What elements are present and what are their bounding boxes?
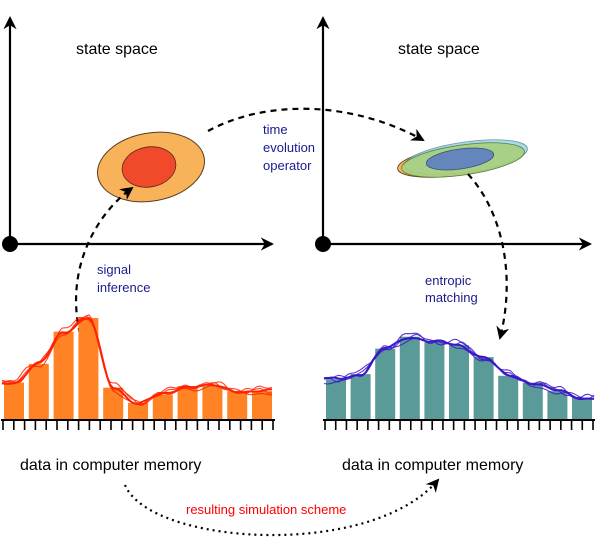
- right-hist-bar-7: [498, 375, 519, 420]
- right-hist-bar-6: [473, 357, 494, 420]
- left-hist-bar-6: [152, 394, 173, 420]
- left-origin-dot: [2, 236, 18, 252]
- right-hist-bar-10: [572, 397, 592, 420]
- right-hist-curve-1: [323, 332, 595, 400]
- signal-inference-label: signal inference: [97, 262, 150, 295]
- left-hist-curve-1: [1, 316, 273, 406]
- right-state-space-label: state space: [398, 41, 480, 58]
- right-hist-bar-5: [449, 345, 469, 420]
- left-inner-ellipse: [121, 146, 177, 188]
- right-hist-bar-3: [399, 336, 420, 420]
- entropic-matching-label: entropic matching: [425, 273, 478, 305]
- resulting-scheme-label: resulting simulation scheme: [186, 502, 346, 517]
- right-hist-bar-9: [547, 391, 568, 420]
- left-hist-bar-4: [103, 387, 124, 420]
- right-origin-dot: [315, 236, 331, 252]
- left-hist-bar-10: [252, 391, 272, 420]
- signal-inference-line-1: signal: [97, 262, 131, 277]
- right-hist-bar-1: [350, 374, 371, 420]
- left-hist-bar-7: [177, 386, 198, 420]
- right-hist-bar-2: [375, 348, 396, 420]
- right-hist-bar-0: [326, 379, 346, 420]
- right-state-space: state space: [315, 16, 592, 252]
- left-state-space-label: state space: [76, 41, 158, 58]
- right-hist-bar-4: [424, 341, 445, 420]
- time-evolution-arrow: [207, 107, 425, 141]
- left-hist-bar-5: [128, 403, 148, 420]
- left-data-memory-label: data in computer memory: [20, 457, 201, 474]
- entropic-matching-arrow: [467, 173, 510, 340]
- left-hist-curve-3: [1, 314, 273, 405]
- right-data-histogram: [323, 332, 595, 430]
- left-hist-bar-9: [227, 391, 248, 420]
- signal-inference-line-2: inference: [97, 280, 150, 295]
- left-hist-curve-2: [1, 316, 273, 406]
- left-hist-bar-0: [4, 382, 24, 420]
- left-data-histogram: [1, 314, 275, 430]
- time-evolution-label: time evolution operator: [263, 122, 319, 173]
- right-hist-bar-8: [522, 382, 543, 420]
- right-data-memory-label: data in computer memory: [342, 457, 523, 474]
- right-blue-ellipse: [425, 147, 495, 171]
- time-evolution-line-3: operator: [263, 158, 312, 173]
- left-hist-bar-1: [28, 363, 49, 420]
- signal-inference-arrow: [75, 186, 134, 335]
- time-evolution-line-1: time: [263, 122, 288, 137]
- time-evolution-line-2: evolution: [263, 140, 315, 155]
- left-hist-bar-2: [53, 331, 74, 420]
- left-hist-bar-8: [202, 386, 223, 420]
- entropic-matching-line-1: entropic: [425, 273, 472, 288]
- right-hist-curve-3: [324, 333, 595, 399]
- left-state-space: state space: [2, 16, 274, 252]
- entropic-matching-line-2: matching: [425, 290, 478, 305]
- left-hist-bar-3: [78, 318, 99, 420]
